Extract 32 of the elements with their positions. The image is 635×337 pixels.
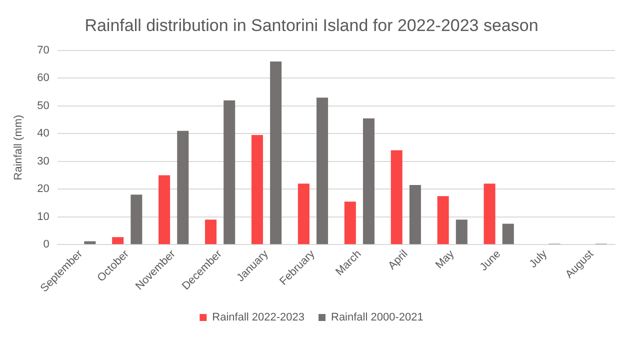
chart-title: Rainfall distribution in Santorini Island for 2022-2023 season bbox=[84, 16, 538, 35]
legend-label: Rainfall 2022-2023 bbox=[212, 312, 305, 324]
bar bbox=[456, 220, 468, 244]
bar bbox=[437, 196, 449, 244]
x-tick-label: July bbox=[527, 248, 550, 270]
y-tick-label: 70 bbox=[37, 44, 50, 56]
bar bbox=[251, 135, 263, 244]
bar bbox=[362, 118, 375, 244]
bar bbox=[205, 220, 217, 244]
bar bbox=[502, 224, 514, 244]
bar bbox=[224, 100, 236, 244]
bar bbox=[390, 150, 402, 244]
bar bbox=[130, 194, 142, 244]
bar bbox=[270, 62, 282, 244]
y-tick-label: 40 bbox=[37, 128, 50, 140]
y-tick-label: 0 bbox=[43, 238, 50, 251]
y-tick-label: 20 bbox=[37, 183, 50, 196]
y-tick-label: 60 bbox=[37, 72, 50, 84]
y-tick-label: 10 bbox=[37, 210, 50, 223]
y-tick-label: 50 bbox=[37, 100, 50, 112]
bar bbox=[298, 184, 310, 244]
bar bbox=[112, 237, 124, 244]
bar bbox=[316, 98, 328, 244]
bar bbox=[344, 202, 356, 244]
x-tick-label: May bbox=[433, 248, 457, 272]
bar bbox=[177, 130, 189, 244]
bar bbox=[484, 184, 496, 244]
bar bbox=[409, 184, 421, 244]
legend-label: Rainfall 2000-2021 bbox=[331, 312, 424, 324]
bar bbox=[158, 175, 170, 244]
y-axis-title: Rainfall (mm) bbox=[12, 114, 25, 180]
y-tick-label: 30 bbox=[37, 155, 50, 168]
